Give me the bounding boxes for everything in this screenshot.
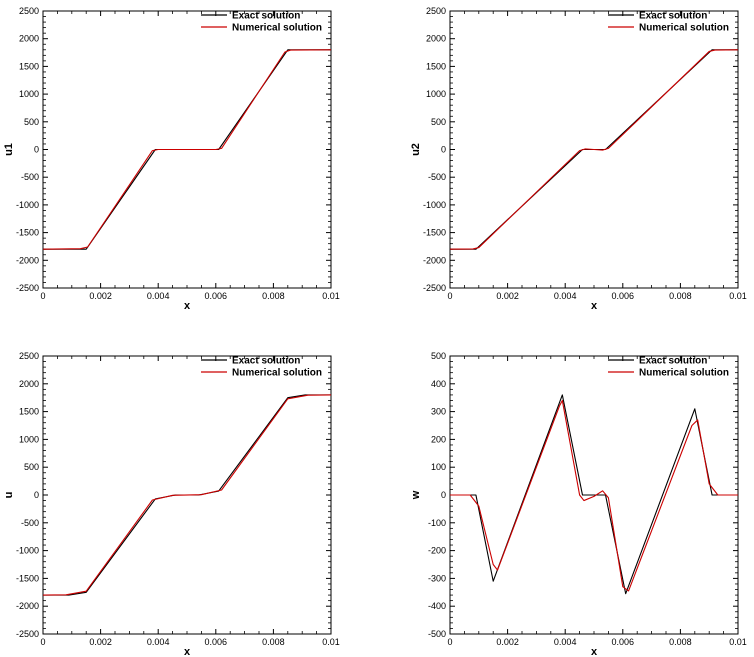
x-tick-label: 0.002 bbox=[89, 637, 112, 647]
y-axis-label: w bbox=[410, 490, 422, 500]
x-tick-label: 0.002 bbox=[89, 291, 112, 301]
series-line-numerical bbox=[42, 49, 332, 250]
y-tick-label: -1500 bbox=[16, 573, 39, 583]
y-axis-label: u1 bbox=[3, 143, 15, 156]
y-tick-label: -1000 bbox=[16, 200, 39, 210]
y-tick-label: -2000 bbox=[16, 255, 39, 265]
x-tick-label: 0.006 bbox=[612, 291, 635, 301]
x-tick-label: 0.008 bbox=[669, 637, 692, 647]
y-tick-label: -200 bbox=[428, 546, 446, 556]
x-tick-label: 0.01 bbox=[322, 637, 340, 647]
y-axis-label: u bbox=[3, 492, 15, 499]
y-tick-label: -1000 bbox=[423, 200, 446, 210]
legend-label: Exact solution bbox=[639, 356, 707, 367]
x-axis-label: x bbox=[591, 646, 598, 657]
x-tick-label: 0.008 bbox=[262, 637, 285, 647]
x-tick-label: 0 bbox=[40, 291, 45, 301]
y-tick-label: 100 bbox=[431, 462, 446, 472]
x-tick-label: 0.002 bbox=[496, 637, 519, 647]
chart-panel-3: -500 -400 -300 -200 -100 0 100 200 300 400 500 0 0.0… bbox=[410, 351, 747, 657]
y-tick-label: 2000 bbox=[19, 379, 39, 389]
legend-label: Numerical solution bbox=[232, 23, 322, 34]
legend-label: Numerical solution bbox=[639, 368, 729, 379]
x-tick-label: 0.006 bbox=[205, 291, 228, 301]
y-tick-label: 500 bbox=[431, 117, 446, 127]
y-tick-label: 500 bbox=[24, 117, 39, 127]
y-tick-label: 2500 bbox=[19, 6, 39, 16]
x-tick-label: 0.008 bbox=[262, 291, 285, 301]
y-tick-label: 2000 bbox=[426, 34, 446, 44]
y-tick-label: 500 bbox=[431, 351, 446, 361]
x-tick-label: 0.004 bbox=[147, 637, 170, 647]
x-axis-label: x bbox=[591, 300, 598, 312]
x-tick-label: 0 bbox=[447, 291, 452, 301]
y-tick-label: 300 bbox=[431, 407, 446, 417]
y-tick-label: -2000 bbox=[423, 255, 446, 265]
y-tick-label: 500 bbox=[24, 462, 39, 472]
y-tick-label: 2000 bbox=[19, 34, 39, 44]
y-axis-label: u2 bbox=[410, 143, 422, 156]
y-tick-label: 0 bbox=[441, 490, 446, 500]
y-tick-label: -300 bbox=[428, 573, 446, 583]
legend-label: Exact solution bbox=[232, 11, 300, 22]
x-tick-label: 0.006 bbox=[612, 637, 635, 647]
x-tick-label: 0.01 bbox=[729, 637, 747, 647]
x-tick-label: 0.01 bbox=[729, 291, 747, 301]
y-tick-label: 1000 bbox=[19, 434, 39, 444]
y-tick-label: 2500 bbox=[19, 351, 39, 361]
legend-label: Exact solution bbox=[232, 356, 300, 367]
x-tick-label: 0.004 bbox=[554, 291, 577, 301]
chart-panel-0: -2500 -2000 -1500 -1000 -500 0 500 1000 1500 2000… bbox=[3, 6, 340, 312]
series-line-numerical bbox=[42, 394, 332, 596]
y-tick-label: 1500 bbox=[19, 407, 39, 417]
y-tick-label: 1000 bbox=[19, 89, 39, 99]
y-tick-label: 1500 bbox=[19, 61, 39, 71]
legend-label: Numerical solution bbox=[639, 23, 729, 34]
y-tick-label: 400 bbox=[431, 379, 446, 389]
y-tick-label: -2000 bbox=[16, 601, 39, 611]
y-tick-label: -100 bbox=[428, 518, 446, 528]
legend-label: Exact solution bbox=[639, 11, 707, 22]
series-line-numerical bbox=[449, 49, 739, 250]
y-tick-label: -1500 bbox=[16, 228, 39, 238]
y-tick-label: -500 bbox=[428, 629, 446, 639]
x-tick-label: 0.008 bbox=[669, 291, 692, 301]
y-tick-label: 0 bbox=[34, 145, 39, 155]
chart-panel-1: -2500 -2000 -1500 -1000 -500 0 500 1000 1500 2000… bbox=[410, 6, 747, 312]
y-tick-label: -2500 bbox=[16, 283, 39, 293]
series-line-numerical bbox=[450, 399, 738, 592]
x-tick-label: 0.004 bbox=[147, 291, 170, 301]
y-tick-label: 200 bbox=[431, 434, 446, 444]
y-tick-label: -2500 bbox=[16, 629, 39, 639]
legend-label: Numerical solution bbox=[232, 368, 322, 379]
y-tick-label: -1000 bbox=[16, 546, 39, 556]
x-axis-label: x bbox=[184, 300, 191, 312]
x-axis-label: x bbox=[184, 646, 191, 657]
y-tick-label: -500 bbox=[21, 518, 39, 528]
x-tick-label: 0.004 bbox=[554, 637, 577, 647]
y-tick-label: -400 bbox=[428, 601, 446, 611]
y-tick-label: 0 bbox=[441, 145, 446, 155]
y-tick-label: -500 bbox=[21, 172, 39, 182]
y-tick-label: 0 bbox=[34, 490, 39, 500]
y-tick-label: -500 bbox=[428, 172, 446, 182]
x-tick-label: 0.01 bbox=[322, 291, 340, 301]
x-tick-label: 0.006 bbox=[205, 637, 228, 647]
y-tick-label: -1500 bbox=[423, 228, 446, 238]
x-tick-label: 0 bbox=[40, 637, 45, 647]
x-tick-label: 0 bbox=[447, 637, 452, 647]
x-tick-label: 0.002 bbox=[496, 291, 519, 301]
y-tick-label: 2500 bbox=[426, 6, 446, 16]
y-tick-label: 1000 bbox=[426, 89, 446, 99]
y-tick-label: 1500 bbox=[426, 61, 446, 71]
y-tick-label: -2500 bbox=[423, 283, 446, 293]
chart-panel-2: -2500 -2000 -1500 -1000 -500 0 500 1000 1500 2000… bbox=[3, 351, 340, 657]
